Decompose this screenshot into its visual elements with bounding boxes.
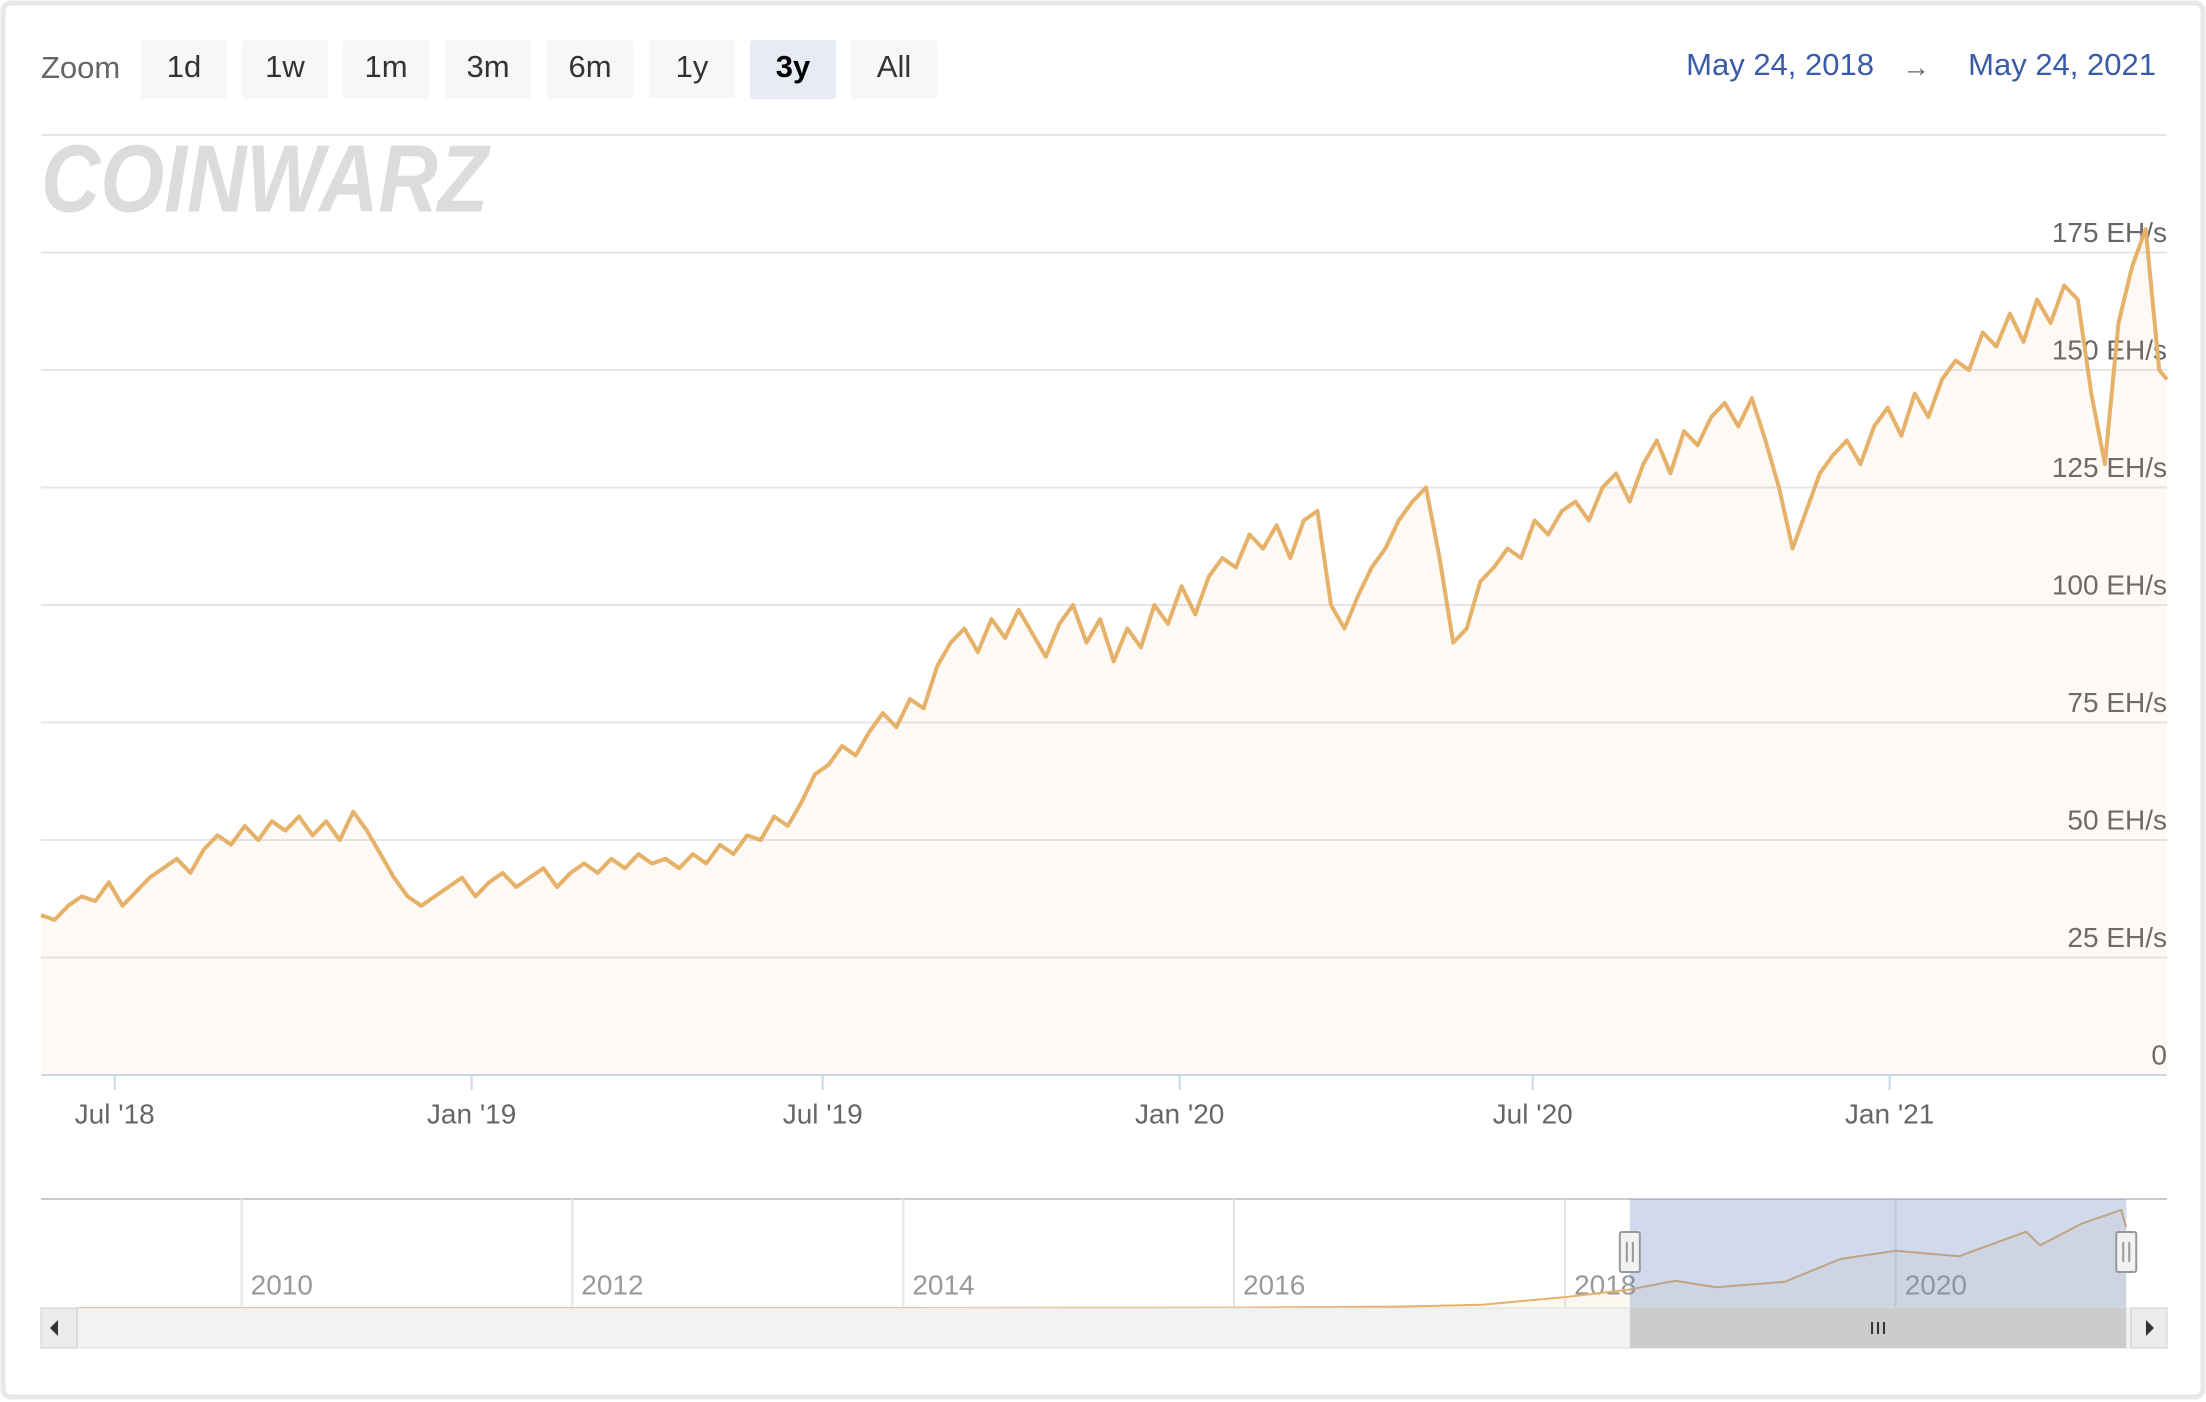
x-tick-label: Jan '19 [427,1098,516,1129]
y-tick-label: 175 EH/s [2052,217,2167,248]
navigator-tick-label: 2020 [1905,1269,1967,1300]
area [41,229,2167,1075]
navigator-tick-label: 2012 [581,1269,643,1300]
y-tick-label: 125 EH/s [2052,452,2167,483]
zoom-button[interactable] [750,40,836,99]
zoom-button-label[interactable]: 6m [568,49,611,84]
zoom-button-label[interactable]: 1m [364,49,407,84]
zoom-button[interactable] [851,40,937,99]
zoom-button[interactable] [343,40,429,99]
zoom-button[interactable] [649,40,735,99]
y-tick-label: 25 EH/s [2067,922,2167,953]
zoom-button-label[interactable]: 1w [265,49,305,84]
navigator-handle[interactable] [2115,1231,2138,1273]
scrollbar-button[interactable] [40,1307,78,1349]
x-tick-label: Jul '19 [783,1098,863,1129]
navigator-mask [1629,1199,2127,1308]
navigator-tick-label: 2010 [251,1269,313,1300]
zoom-button[interactable] [141,40,227,99]
zoom-button-label[interactable]: 1y [676,49,709,84]
range-to[interactable]: May 24, 2021 [1968,47,2156,82]
zoom-label: Zoom [41,50,120,85]
navigator-handle[interactable] [1618,1231,1641,1273]
scrollbar-arrow [50,1320,58,1336]
range-arrow: → [1902,51,1930,82]
watermark: COINWARZ [41,125,491,232]
zoom-button-label[interactable]: 3y [776,49,811,84]
y-tick-label: 50 EH/s [2067,804,2167,835]
zoom-button[interactable] [242,40,328,99]
navigator-tick-label: 2016 [1243,1269,1305,1300]
x-tick-label: Jul '18 [75,1098,155,1129]
zoom-button-label[interactable]: 1d [167,49,201,84]
x-tick-label: Jan '21 [1845,1098,1934,1129]
navigator-tick-label: 2014 [912,1269,974,1300]
zoom-button-label[interactable]: All [877,49,911,84]
y-tick-label: 75 EH/s [2067,687,2167,718]
y-tick-label: 0 [2151,1039,2167,1070]
navigator-area [77,1209,2127,1308]
range-from[interactable]: May 24, 2018 [1686,47,1874,82]
zoom-button[interactable] [445,40,531,99]
y-tick-label: 100 EH/s [2052,569,2167,600]
line [40,227,2169,922]
zoom-button-label[interactable]: 3m [466,49,509,84]
zoom-button[interactable] [547,40,633,99]
scrollbar-arrow [2146,1320,2154,1336]
x-tick-label: Jul '20 [1493,1098,1573,1129]
y-tick-label: 150 EH/s [2052,334,2167,365]
x-tick-label: Jan '20 [1135,1098,1224,1129]
